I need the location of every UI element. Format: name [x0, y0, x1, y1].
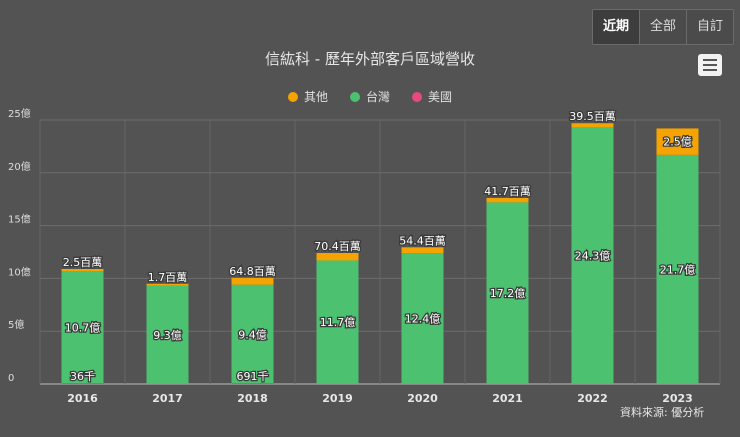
y-tick-label: 25億	[8, 107, 31, 120]
chart-title: 信紘科 - 歷年外部客戶區域營收	[265, 50, 475, 68]
y-tick-label: 5億	[8, 318, 24, 331]
bar-other	[231, 277, 274, 285]
data-label-taiwan: 21.7億	[660, 263, 696, 276]
data-source: 資料來源: 優分析	[620, 406, 705, 419]
data-label-other: 1.7百萬	[148, 271, 188, 284]
range-custom-button[interactable]: 自訂	[687, 10, 734, 44]
bar-taiwan	[146, 285, 189, 384]
x-tick-label: 2017	[152, 392, 183, 405]
legend-label-other: 其他	[303, 90, 328, 104]
data-label-taiwan: 9.4億	[238, 328, 267, 341]
y-tick-label: 20億	[8, 160, 31, 173]
data-label-other: 41.7百萬	[484, 185, 531, 198]
x-tick-label: 2020	[407, 392, 438, 405]
legend-item-taiwan[interactable]: 台灣	[349, 88, 390, 105]
hamburger-icon-bar	[703, 69, 717, 71]
chart-legend: 其他 台灣 美國	[0, 88, 740, 105]
legend-item-usa[interactable]: 美國	[412, 88, 452, 105]
y-tick-label: 10億	[8, 265, 31, 278]
x-tick-label: 2022	[577, 392, 608, 405]
x-tick-label: 2018	[237, 392, 268, 405]
x-tick-label: 2019	[322, 392, 353, 405]
legend-item-other[interactable]: 其他	[287, 88, 328, 105]
x-tick-label: 2021	[492, 392, 523, 405]
range-recent-button[interactable]: 近期	[593, 10, 641, 44]
data-label-taiwan: 10.7億	[65, 322, 101, 335]
x-tick-label: 2016	[67, 392, 98, 405]
bar-usa	[231, 383, 274, 384]
bar-taiwan	[571, 127, 614, 384]
bar-taiwan	[316, 260, 359, 384]
legend-dot-usa	[412, 91, 422, 102]
data-label-other: 39.5百萬	[569, 110, 616, 123]
bar-taiwan	[401, 253, 444, 384]
bar-taiwan	[486, 202, 529, 384]
y-tick-label: 15億	[8, 213, 31, 226]
data-label-other: 64.8百萬	[229, 265, 276, 278]
data-label-other: 70.4百萬	[314, 240, 361, 253]
bar-taiwan	[231, 284, 274, 384]
bar-other	[571, 123, 614, 128]
range-selector: 近期 全部 自訂	[592, 9, 735, 45]
data-label-usa: 691千	[237, 370, 269, 383]
bar-usa	[61, 383, 104, 384]
bar-other	[656, 128, 699, 155]
x-tick-label: 2023	[662, 392, 693, 405]
legend-label-usa: 美國	[428, 90, 453, 104]
bar-other	[486, 197, 529, 203]
data-label-usa: 36千	[70, 370, 95, 383]
y-tick-label: 0	[8, 373, 14, 384]
bar-other	[401, 247, 444, 254]
data-label-taiwan: 9.3億	[153, 329, 182, 342]
data-label-taiwan: 11.7億	[320, 316, 356, 329]
data-label-other: 2.5億	[663, 136, 692, 149]
chart-menu-button[interactable]	[698, 54, 722, 76]
data-label-taiwan: 24.3億	[575, 250, 611, 263]
bar-other	[316, 253, 359, 261]
data-label-taiwan: 12.4億	[405, 313, 441, 326]
data-label-taiwan: 17.2億	[490, 287, 526, 300]
bar-taiwan	[656, 154, 699, 384]
data-label-other: 2.5百萬	[63, 256, 103, 269]
range-all-button[interactable]: 全部	[640, 10, 688, 44]
hamburger-icon-bar	[703, 59, 717, 61]
hamburger-icon-bar	[703, 64, 717, 66]
bar-taiwan	[61, 271, 104, 384]
legend-label-taiwan: 台灣	[365, 90, 390, 104]
legend-dot-taiwan	[349, 91, 360, 102]
bar-other	[146, 283, 189, 286]
data-label-other: 54.4百萬	[399, 234, 446, 247]
bar-other	[61, 269, 104, 272]
legend-dot-other	[287, 91, 298, 102]
